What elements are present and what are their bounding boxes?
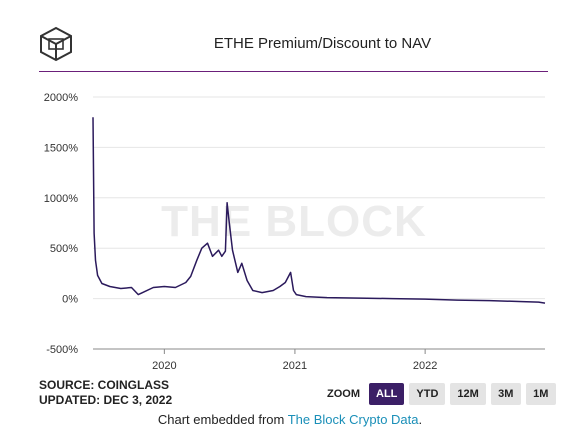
chart-plot: THE BLOCK -500% 0% 500% 1000% 1500% 2000% 202… (44, 92, 546, 372)
zoom-controls: ZOOM ALL YTD 12M 3M 1M (327, 383, 556, 405)
series-line (92, 117, 546, 304)
embed-prefix: Chart embedded from (157, 412, 288, 427)
x-tick-label: 2020 (152, 360, 176, 372)
zoom-all-button[interactable]: ALL (369, 383, 405, 405)
zoom-ytd-button[interactable]: YTD (409, 383, 446, 405)
zoom-12m-button[interactable]: 12M (450, 383, 486, 405)
embed-suffix: . (418, 412, 423, 427)
x-axis-ticks: 2020 2021 2022 (152, 349, 437, 372)
y-axis-ticks: -500% 0% 500% 1000% 1500% 2000% (44, 92, 78, 356)
y-tick-label: 2000% (44, 92, 78, 104)
updated-text: UPDATED: DEC 3, 2022 (39, 393, 173, 407)
title-divider (39, 71, 548, 72)
source-block: SOURCE: COINGLASS UPDATED: DEC 3, 2022 (39, 378, 172, 408)
watermark: THE BLOCK (161, 197, 427, 246)
y-tick-label: -500% (46, 344, 78, 356)
y-tick-label: 0% (62, 294, 78, 306)
source-text: SOURCE: COINGLASS (39, 378, 170, 392)
x-tick-label: 2022 (413, 360, 437, 372)
x-tick-label: 2021 (283, 360, 307, 372)
chart-title: ETHE Premium/Discount to NAV (213, 35, 432, 52)
y-tick-label: 500% (50, 243, 78, 255)
y-tick-label: 1500% (44, 142, 78, 154)
zoom-3m-button[interactable]: 3M (490, 383, 521, 405)
zoom-1m-button[interactable]: 1M (525, 383, 556, 405)
zoom-label: ZOOM (327, 388, 360, 400)
embed-caption: Chart embedded from The Block Crypto Dat… (0, 412, 580, 427)
y-tick-label: 1000% (44, 193, 78, 205)
the-block-logo-icon (40, 26, 72, 62)
the-block-data-link[interactable]: The Block Crypto Data (287, 412, 419, 427)
